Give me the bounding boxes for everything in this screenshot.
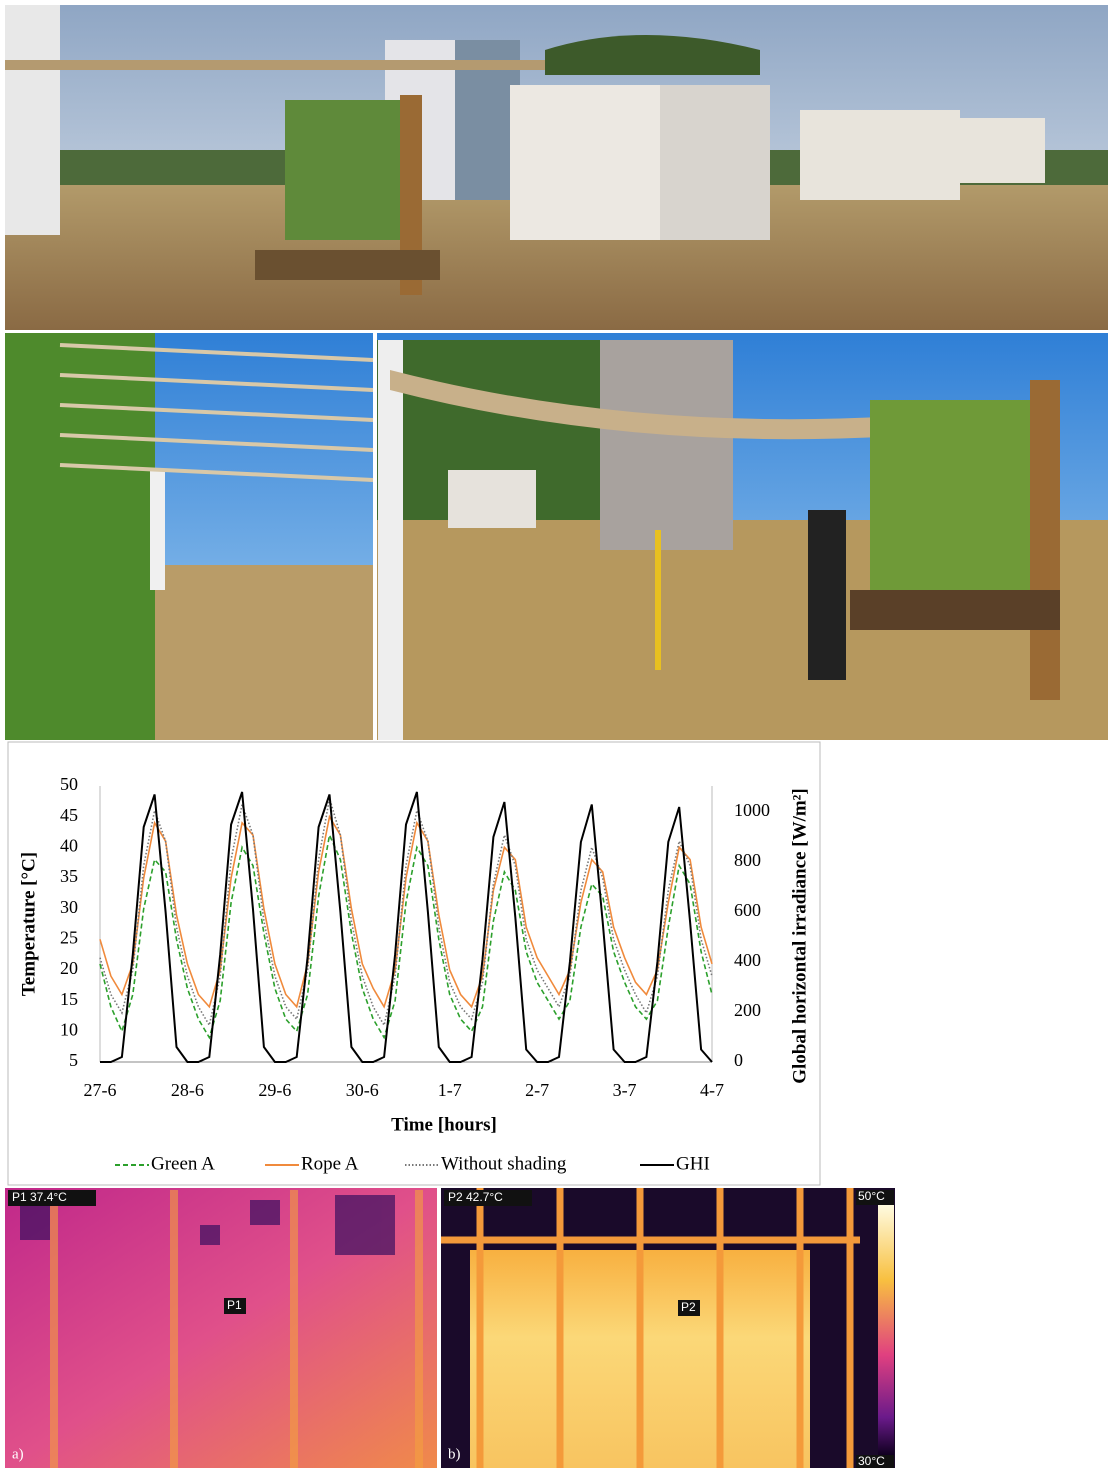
panel-label: b)	[448, 1446, 461, 1462]
thermal-b: P2 42.7°C P2 50°C 30°C b)	[441, 1188, 895, 1468]
x-tick-label: 27-6	[84, 1080, 117, 1100]
y-tick-label: 5	[69, 1050, 78, 1070]
thermal-marker: P2	[681, 1300, 696, 1314]
legend-label: Rope A	[301, 1153, 359, 1174]
x-tick-label: 4-7	[700, 1080, 724, 1100]
y-tick-label: 40	[60, 835, 78, 855]
scale-max: 50°C	[858, 1189, 885, 1203]
photo-top	[5, 5, 1108, 330]
thermal-reading: P1 37.4°C	[12, 1190, 67, 1204]
y-tick-label: 20	[60, 958, 78, 978]
scale-min: 30°C	[858, 1454, 885, 1468]
y-tick-label: 50	[60, 774, 78, 794]
y-tick-label: 10	[60, 1019, 78, 1039]
thermal-marker: P1	[227, 1298, 242, 1312]
y2-tick-label: 1000	[734, 800, 770, 820]
photo-middle-right	[377, 333, 1108, 740]
thermal-reading: P2 42.7°C	[448, 1190, 503, 1204]
legend-label: Without shading	[441, 1153, 567, 1174]
x-tick-label: 28-6	[171, 1080, 204, 1100]
x-tick-label: 1-7	[438, 1080, 462, 1100]
y2-tick-label: 400	[734, 950, 761, 970]
photo-middle-left	[5, 333, 373, 740]
panel-label: a)	[12, 1446, 24, 1462]
x-tick-label: 30-6	[346, 1080, 379, 1100]
y2-tick-label: 200	[734, 1000, 761, 1020]
figure: Temperature [°C] Global horizontal irrad…	[0, 0, 1110, 1468]
y-tick-label: 35	[60, 866, 78, 886]
x-tick-label: 3-7	[613, 1080, 637, 1100]
y2-tick-label: 0	[734, 1050, 743, 1070]
legend-label: Green A	[151, 1153, 215, 1174]
x-axis-label: Time [hours]	[391, 1114, 497, 1135]
y-tick-label: 15	[60, 989, 78, 1009]
y-tick-label: 45	[60, 805, 78, 825]
x-tick-label: 29-6	[258, 1080, 291, 1100]
y2-tick-label: 800	[734, 850, 761, 870]
y2-axis-label: Global horizontal irradiance [W/m²]	[789, 788, 810, 1083]
x-tick-label: 2-7	[525, 1080, 549, 1100]
y-tick-label: 25	[60, 927, 78, 947]
y-axis-label: Temperature [°C]	[18, 852, 39, 996]
y2-tick-label: 600	[734, 900, 761, 920]
thermal-a: P1 37.4°C P1 a)	[5, 1188, 437, 1468]
legend-label: GHI	[676, 1153, 710, 1174]
y-tick-label: 30	[60, 897, 78, 917]
